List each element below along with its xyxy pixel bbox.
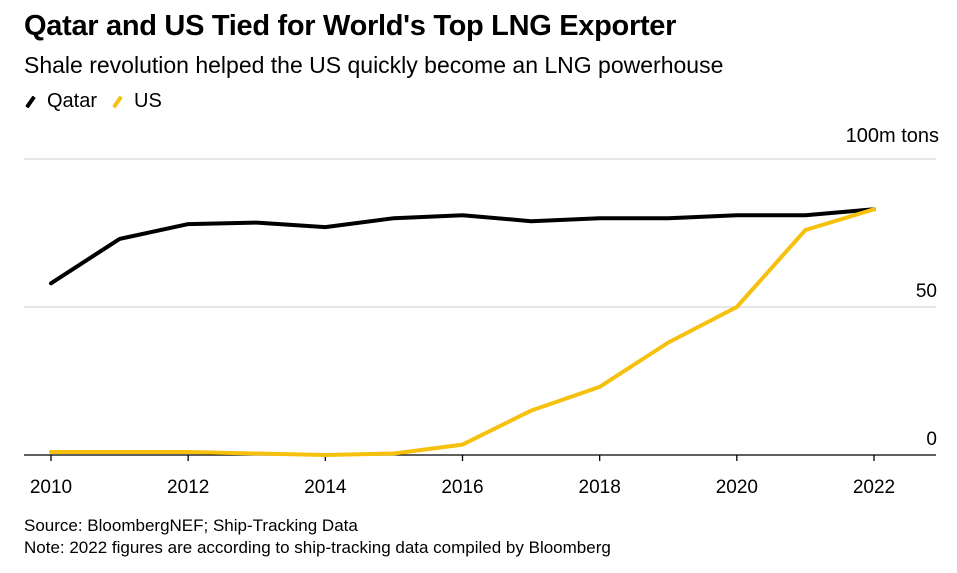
x-tick-label-2010: 2010 — [30, 477, 72, 498]
chart-subtitle: Shale revolution helped the US quickly b… — [24, 52, 724, 78]
series-line-us — [49, 207, 876, 457]
legend-item-qatar: Qatar — [24, 90, 97, 113]
x-tick-label-2016: 2016 — [441, 477, 483, 498]
x-tick-label-2020: 2020 — [716, 477, 758, 498]
source-note: Source: BloombergNEF; Ship-Tracking Data — [24, 516, 358, 535]
legend-item-us: US — [111, 90, 162, 113]
footnote: Note: 2022 figures are according to ship… — [24, 538, 611, 557]
x-tick-label-2018: 2018 — [579, 477, 621, 498]
y-tick-label-50: 50 — [916, 281, 937, 302]
x-tick-label-2014: 2014 — [304, 477, 347, 498]
y-tick-label-0: 0 — [926, 429, 937, 450]
x-tick-label-2022: 2022 — [853, 477, 895, 498]
chart-legend: Qatar US — [24, 90, 176, 113]
series-line-qatar — [49, 207, 876, 286]
chart-title: Qatar and US Tied for World's Top LNG Ex… — [24, 10, 677, 42]
x-tick-label-2012: 2012 — [167, 477, 209, 498]
y-axis-unit-label: 100m tons — [845, 125, 939, 147]
legend-label-us: US — [134, 90, 162, 112]
legend-label-qatar: Qatar — [47, 90, 98, 112]
chart-footer: Source: BloombergNEF; Ship-Tracking Data… — [24, 515, 611, 559]
